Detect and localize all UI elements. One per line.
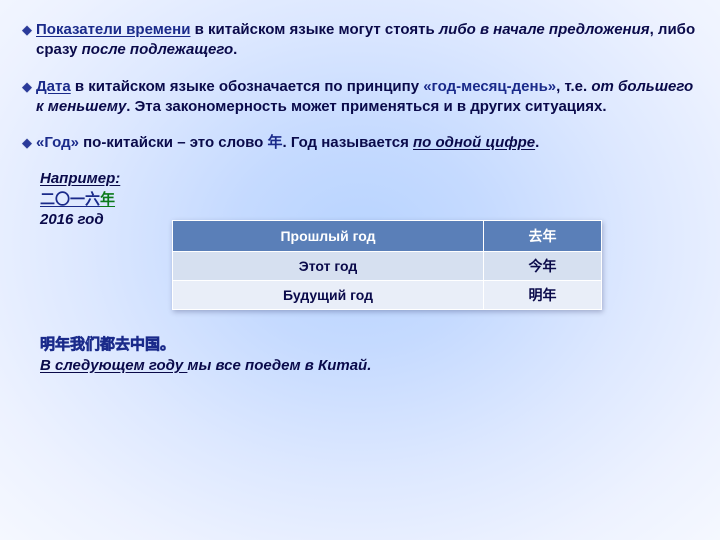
bullet-text: Показатели времени в китайском языке мог… — [36, 20, 698, 61]
bullet-item: ◆Показатели времени в китайском языке мо… — [22, 20, 698, 61]
bullet-item: ◆«Год» по-китайски – это слово 年. Год на… — [22, 133, 698, 153]
table-header-cell: 去年 — [484, 221, 602, 252]
bottom-ru-underlined: В следующем году — [40, 357, 187, 374]
text-segment: , т.е. — [556, 78, 591, 95]
text-segment: Дата — [36, 78, 71, 95]
example-hanzi-digits: 二〇一六 — [40, 191, 100, 208]
bullet-text: «Год» по-китайски – это слово 年. Год наз… — [36, 133, 698, 153]
example-label: Например: — [40, 170, 120, 187]
text-segment: 年 — [267, 134, 282, 151]
bottom-ru-rest: мы все поедем в Китай. — [187, 357, 371, 374]
diamond-icon: ◆ — [22, 78, 32, 118]
table-cell: 明年 — [484, 281, 602, 310]
text-segment: . — [535, 134, 539, 151]
diamond-icon: ◆ — [22, 134, 32, 153]
text-segment: либо в начале предложения — [439, 21, 650, 38]
bullet-item: ◆Дата в китайском языке обозначается по … — [22, 77, 698, 118]
text-segment: . — [233, 41, 237, 58]
table-cell: Будущий год — [173, 281, 484, 310]
text-segment: . Эта закономерность может применяться и… — [126, 98, 606, 115]
text-segment: по-китайски – это слово — [79, 134, 268, 151]
text-segment: после подлежащего — [82, 41, 234, 58]
diamond-icon: ◆ — [22, 21, 32, 61]
bottom-chinese: 明年我们都去中国。 — [40, 334, 698, 355]
example-hanzi-nian: 年 — [100, 191, 115, 208]
text-segment: в китайском языке могут стоять — [190, 21, 438, 38]
text-segment: «год-месяц-день» — [423, 78, 556, 95]
text-segment: по одной цифре — [413, 134, 535, 151]
text-segment: Показатели времени — [36, 21, 190, 38]
text-segment: «Год» — [36, 134, 79, 151]
bullet-text: Дата в китайском языке обозначается по п… — [36, 77, 698, 118]
bottom-example: 明年我们都去中国。 В следующем году мы все поедем… — [40, 334, 698, 376]
table-header-cell: Прошлый год — [173, 221, 484, 252]
year-table-wrap: Прошлый год 去年 Этот год 今年 Будущий год 明… — [172, 220, 698, 310]
text-segment: в китайском языке обозначается по принци… — [71, 78, 424, 95]
table-row: Будущий год 明年 — [173, 281, 602, 310]
table-header-row: Прошлый год 去年 — [173, 221, 602, 252]
table-row: Этот год 今年 — [173, 252, 602, 281]
text-segment: . Год называется — [282, 134, 413, 151]
year-table: Прошлый год 去年 Этот год 今年 Будущий год 明… — [172, 220, 602, 310]
table-cell: Этот год — [173, 252, 484, 281]
table-cell: 今年 — [484, 252, 602, 281]
